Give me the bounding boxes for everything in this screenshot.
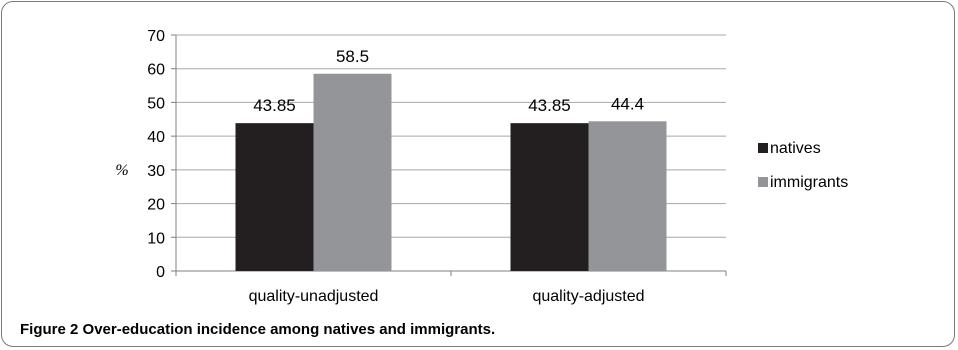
- data-labels: 43.85 58.5 43.85 44.4: [253, 47, 644, 115]
- y-tick-label: 30: [147, 163, 165, 180]
- bar-immigrants: [313, 73, 392, 272]
- legend-label-natives: natives: [770, 140, 821, 157]
- category-labels: quality-unadjusted quality-adjusted: [249, 288, 645, 305]
- legend-swatch-natives: [758, 143, 768, 153]
- y-tick-label: 70: [147, 28, 165, 45]
- legend-swatch-immigrants: [758, 177, 768, 187]
- bars: [235, 73, 667, 272]
- y-tick-label: 40: [147, 129, 165, 146]
- legend-label-immigrants: immigrants: [770, 174, 848, 191]
- figure-label: Figure 2: [20, 321, 79, 338]
- x-axis: [175, 270, 727, 276]
- category-label: quality-adjusted: [532, 288, 644, 305]
- y-axis-label: %: [115, 162, 128, 179]
- category-label: quality-unadjusted: [249, 288, 379, 305]
- bar-immigrants: [588, 121, 667, 272]
- bar-chart: 0 10 20 30 40 50 60 70 43.85 58.5 43.85 44.4 quali…: [115, 28, 848, 305]
- y-tick-label: 0: [156, 264, 165, 281]
- y-tick-label: 10: [147, 230, 165, 247]
- bar-natives: [510, 123, 589, 271]
- data-label: 43.85: [528, 96, 571, 115]
- legend: natives immigrants: [758, 140, 848, 191]
- y-tick-label: 60: [147, 62, 165, 79]
- y-tick-label: 20: [147, 197, 165, 214]
- figure-caption-text: Over-education incidence among natives a…: [82, 321, 496, 338]
- figure-caption: Figure 2 Over-education incidence among …: [20, 321, 940, 338]
- y-axis: 0 10 20 30 40 50 60 70: [147, 28, 177, 281]
- data-label: 43.85: [253, 96, 296, 115]
- data-label: 58.5: [336, 47, 369, 66]
- data-label: 44.4: [611, 94, 644, 113]
- y-tick-label: 50: [147, 95, 165, 112]
- bar-natives: [235, 123, 314, 271]
